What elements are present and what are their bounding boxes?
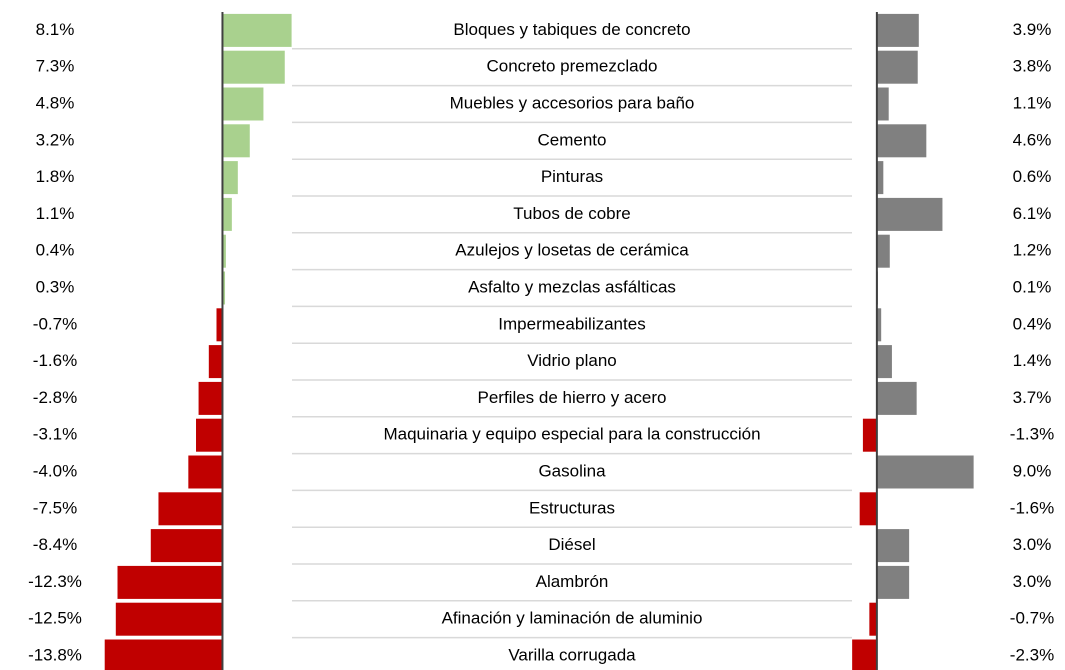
bar (222, 50, 285, 84)
value-label: 4.6% (1013, 130, 1052, 149)
category-label: Bloques y tabiques de concreto (453, 20, 690, 39)
value-label: 0.4% (1013, 314, 1052, 333)
value-label: 1.1% (36, 204, 75, 223)
value-label: 0.3% (36, 277, 75, 296)
value-label: -12.3% (28, 572, 82, 591)
category-label: Muebles y accesorios para baño (450, 93, 695, 112)
bar (198, 381, 223, 415)
bar (104, 639, 223, 670)
value-label: 3.0% (1013, 535, 1052, 554)
category-label: Pinturas (541, 167, 603, 186)
bar (115, 602, 223, 636)
category-label: Asfalto y mezclas asfálticas (468, 277, 676, 296)
category-label: Azulejos y losetas de cerámica (455, 241, 689, 260)
bar (222, 87, 264, 121)
value-label: -8.4% (33, 535, 77, 554)
value-label: 1.4% (1013, 351, 1052, 370)
bar (862, 418, 877, 452)
bar (876, 50, 918, 84)
value-label: -1.6% (1010, 498, 1054, 517)
bar (222, 271, 226, 305)
category-label: Vidrio plano (527, 351, 616, 370)
bar (852, 639, 877, 670)
bar (876, 13, 919, 47)
category-label: Impermeabilizantes (498, 314, 645, 333)
category-label: Maquinaria y equipo especial para la con… (383, 425, 760, 444)
bar (876, 565, 910, 599)
bar (208, 345, 223, 379)
bar (876, 381, 917, 415)
category-label: Cemento (538, 130, 607, 149)
value-label: 1.2% (1013, 241, 1052, 260)
value-label: 7.3% (36, 57, 75, 76)
value-label: 3.7% (1013, 388, 1052, 407)
bar (876, 529, 910, 563)
bar (876, 197, 943, 231)
bar (876, 345, 892, 379)
value-label: -3.1% (33, 425, 77, 444)
bar (222, 13, 292, 47)
value-label: 6.1% (1013, 204, 1052, 223)
value-label: -2.8% (33, 388, 77, 407)
category-label: Diésel (548, 535, 595, 554)
value-label: 3.8% (1013, 57, 1052, 76)
category-label: Gasolina (538, 461, 606, 480)
bar (222, 234, 226, 268)
value-label: -1.6% (33, 351, 77, 370)
bar (150, 529, 223, 563)
bar (222, 124, 250, 158)
bar (222, 197, 232, 231)
value-label: 1.8% (36, 167, 75, 186)
value-label: 8.1% (36, 20, 75, 39)
value-label: -0.7% (33, 314, 77, 333)
bar (876, 87, 889, 121)
value-label: 3.2% (36, 130, 75, 149)
bar (859, 492, 877, 526)
value-label: -0.7% (1010, 609, 1054, 628)
value-label: 3.9% (1013, 20, 1052, 39)
value-label: -7.5% (33, 498, 77, 517)
value-label: 9.0% (1013, 461, 1052, 480)
value-label: -1.3% (1010, 425, 1054, 444)
value-label: 3.0% (1013, 572, 1052, 591)
value-label: 0.4% (36, 241, 75, 260)
bar (222, 161, 238, 195)
value-label: 1.1% (1013, 93, 1052, 112)
value-label: -12.5% (28, 609, 82, 628)
bar (876, 308, 882, 342)
bar (876, 234, 890, 268)
category-label: Alambrón (536, 572, 609, 591)
bar (216, 308, 223, 342)
bar (117, 565, 223, 599)
bar (196, 418, 223, 452)
bar (876, 161, 884, 195)
value-label: -2.3% (1010, 645, 1054, 664)
bar (876, 455, 974, 489)
value-label: 4.8% (36, 93, 75, 112)
value-label: -4.0% (33, 461, 77, 480)
bar (188, 455, 223, 489)
category-label: Estructuras (529, 498, 615, 517)
value-label: 0.1% (1013, 277, 1052, 296)
bar (876, 124, 927, 158)
category-label: Concreto premezclado (486, 57, 657, 76)
category-label: Perfiles de hierro y acero (478, 388, 667, 407)
bar (869, 602, 877, 636)
category-label: Tubos de cobre (513, 204, 631, 223)
value-label: -13.8% (28, 645, 82, 664)
category-label: Afinación y laminación de aluminio (442, 609, 703, 628)
value-label: 0.6% (1013, 167, 1052, 186)
bar (158, 492, 223, 526)
category-label: Varilla corrugada (508, 645, 636, 664)
